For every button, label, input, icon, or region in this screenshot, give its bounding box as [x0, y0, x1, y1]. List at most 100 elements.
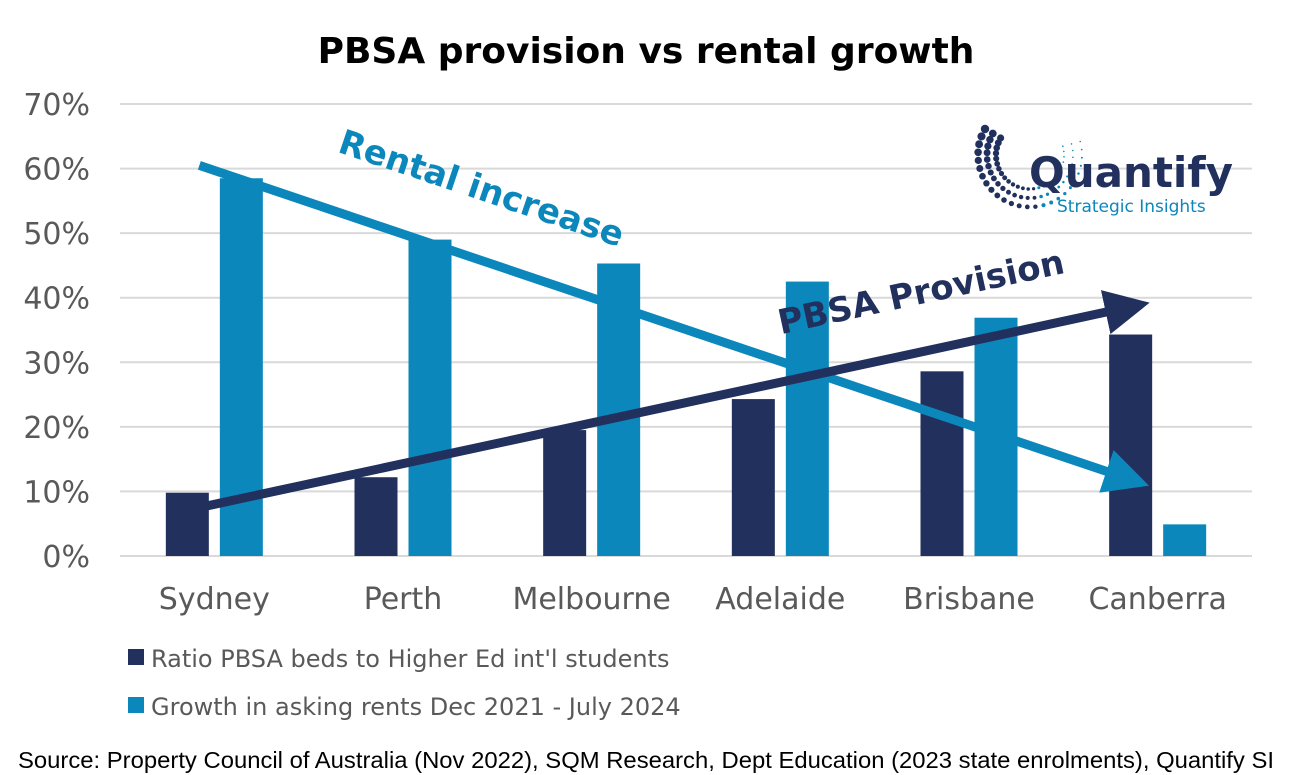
logo-dot — [993, 144, 1001, 152]
x-category-label: Perth — [364, 582, 443, 617]
logo-dot — [1063, 150, 1065, 153]
logo-dot — [1045, 192, 1050, 196]
y-tick-label: 30% — [23, 346, 90, 381]
logo-dot — [1063, 191, 1067, 196]
logo-dot — [1062, 180, 1065, 184]
logo-dot — [992, 150, 1000, 157]
logo-dot — [1031, 187, 1036, 191]
y-tick-label: 20% — [23, 411, 90, 446]
chart-title: PBSA provision vs rental growth — [318, 31, 975, 72]
quantify-logo: Quantify Strategic Insights — [974, 124, 1233, 217]
logo-dot — [987, 169, 994, 176]
logo-dot — [1051, 189, 1055, 193]
logo-dot — [1006, 179, 1011, 184]
logo-dot — [1070, 143, 1073, 145]
logo-dot — [1008, 200, 1015, 207]
logo-dot — [1073, 179, 1077, 183]
logo-dot — [980, 124, 990, 134]
bar-ratio-pbsa — [543, 430, 587, 556]
logo-dot — [1069, 169, 1072, 172]
logo-dot — [998, 170, 1005, 177]
logo-dot — [983, 149, 991, 157]
bars — [165, 178, 1207, 556]
logo-dot — [994, 160, 1001, 167]
x-category-label: Canberra — [1088, 582, 1226, 617]
pbsa-provision-arrow — [198, 290, 1150, 512]
logo-dot — [1042, 184, 1046, 188]
logo-dot — [1060, 166, 1063, 168]
logo-dot — [1006, 189, 1011, 195]
logo-dot — [977, 132, 986, 141]
logo-dot — [1062, 145, 1064, 147]
logo-dot — [1072, 156, 1074, 159]
legend: Ratio PBSA beds to Higher Ed int'l stude… — [128, 645, 681, 721]
legend-swatch-ratio — [128, 649, 144, 665]
logo-dot — [974, 148, 982, 157]
logo-dot — [1015, 184, 1020, 189]
logo-dot — [985, 162, 992, 170]
y-tick-label: 0% — [42, 540, 90, 575]
x-category-label: Brisbane — [903, 582, 1035, 617]
x-category-label: Melbourne — [512, 582, 670, 617]
logo-dot — [1012, 192, 1017, 198]
logo-dot — [1018, 194, 1024, 200]
logo-dot — [1039, 194, 1043, 199]
logo-dot — [993, 155, 1000, 162]
bar-rent-growth — [408, 239, 452, 556]
logo-name: Quantify — [1029, 148, 1233, 197]
logo-dot — [994, 139, 1002, 147]
logo-dot — [1056, 196, 1061, 201]
bar-ratio-pbsa — [165, 492, 209, 556]
y-tick-label: 50% — [23, 217, 90, 252]
logo-dot — [976, 165, 984, 172]
y-axis-ticks: 0% 10% 20% 30% 40% 50% 60% 70% — [23, 88, 90, 575]
legend-label-ratio: Ratio PBSA beds to Higher Ed int'l stude… — [151, 645, 669, 673]
y-tick-label: 60% — [23, 153, 90, 188]
logo-dot — [1020, 186, 1025, 191]
logo-dots-icon — [974, 124, 1083, 210]
legend-label-growth: Growth in asking rents Dec 2021 - July 2… — [151, 693, 681, 721]
x-category-label: Sydney — [159, 582, 270, 617]
logo-dot — [988, 129, 997, 138]
logo-dot — [1037, 186, 1041, 190]
logo-dot — [1051, 179, 1054, 182]
logo-dot — [1072, 149, 1074, 152]
logo-dot — [1071, 163, 1073, 165]
y-tick-label: 40% — [23, 282, 90, 317]
logo-tagline: Strategic Insights — [1057, 197, 1206, 217]
logo-dot — [983, 156, 991, 163]
y-tick-label: 10% — [23, 475, 90, 510]
logo-dot — [1079, 164, 1082, 167]
x-category-label: Adelaide — [715, 582, 845, 617]
logo-dot — [994, 192, 1001, 199]
logo-dot — [975, 140, 984, 149]
logo-dot — [1033, 204, 1038, 209]
logo-dot — [986, 135, 994, 144]
logo-dot — [1049, 200, 1054, 205]
logo-dot — [983, 180, 990, 187]
bar-rent-growth — [1163, 524, 1207, 556]
logo-dot — [1001, 197, 1007, 203]
rental-increase-arrow — [197, 161, 1149, 493]
rental-increase-label: Rental increase — [334, 122, 629, 255]
logo-dot — [1077, 172, 1080, 175]
logo-dot — [1063, 156, 1065, 158]
logo-dot — [1068, 186, 1072, 190]
legend-swatch-growth — [128, 697, 144, 713]
logo-dot — [1024, 204, 1030, 210]
logo-dot — [979, 172, 986, 180]
logo-dot — [1066, 175, 1069, 178]
gridlines — [120, 103, 1252, 557]
logo-dot — [984, 142, 992, 150]
logo-dot — [1016, 203, 1022, 209]
logo-dot — [1000, 185, 1006, 192]
logo-dot — [1079, 140, 1081, 143]
y-tick-label: 70% — [23, 88, 90, 123]
logo-dot — [1010, 182, 1016, 187]
logo-dot — [1025, 195, 1030, 200]
logo-dot — [988, 186, 995, 193]
bar-ratio-pbsa — [731, 399, 775, 556]
bar-rent-growth — [785, 281, 829, 556]
x-axis-categories: Sydney Perth Melbourne Adelaide Brisbane Canb… — [159, 582, 1227, 617]
